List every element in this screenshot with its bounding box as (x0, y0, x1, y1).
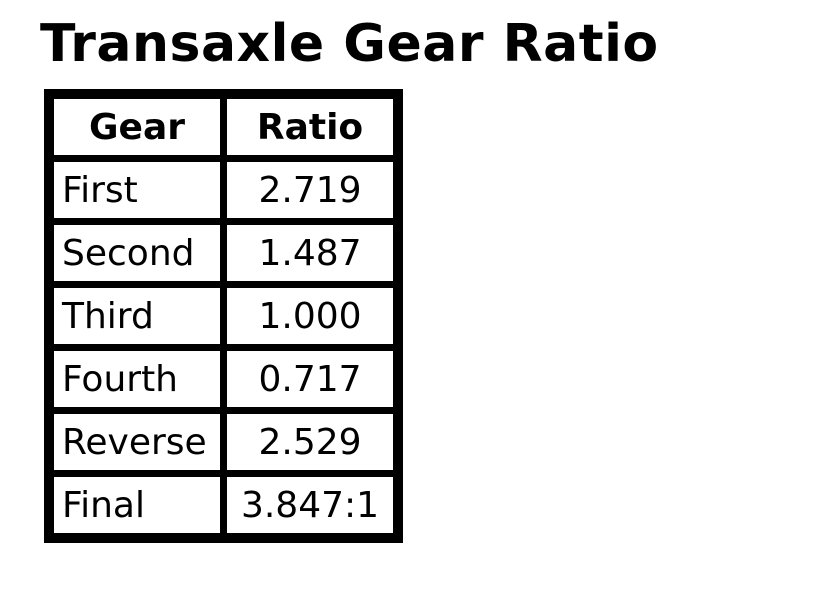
ratio-cell: 1.487 (225, 223, 395, 284)
ratio-cell: 2.529 (225, 412, 395, 473)
table-row: Final 3.847:1 (52, 475, 395, 536)
table-row: Second 1.487 (52, 223, 395, 284)
column-header-ratio: Ratio (225, 97, 395, 158)
gear-cell: First (52, 160, 222, 221)
table-row: Fourth 0.717 (52, 349, 395, 410)
ratio-cell: 1.000 (225, 286, 395, 347)
table-row: Reverse 2.529 (52, 412, 395, 473)
table-header-row: Gear Ratio (52, 97, 395, 158)
gear-cell: Final (52, 475, 222, 536)
table-row: First 2.719 (52, 160, 395, 221)
page-title: Transaxle Gear Ratio (40, 14, 659, 74)
ratio-cell: 2.719 (225, 160, 395, 221)
column-header-gear: Gear (52, 97, 222, 158)
table-row: Third 1.000 (52, 286, 395, 347)
gear-cell: Third (52, 286, 222, 347)
gear-ratio-table: Gear Ratio First 2.719 Second 1.487 Thir… (44, 89, 403, 544)
gear-cell: Reverse (52, 412, 222, 473)
gear-cell: Fourth (52, 349, 222, 410)
ratio-cell: 3.847:1 (225, 475, 395, 536)
ratio-cell: 0.717 (225, 349, 395, 410)
gear-cell: Second (52, 223, 222, 284)
